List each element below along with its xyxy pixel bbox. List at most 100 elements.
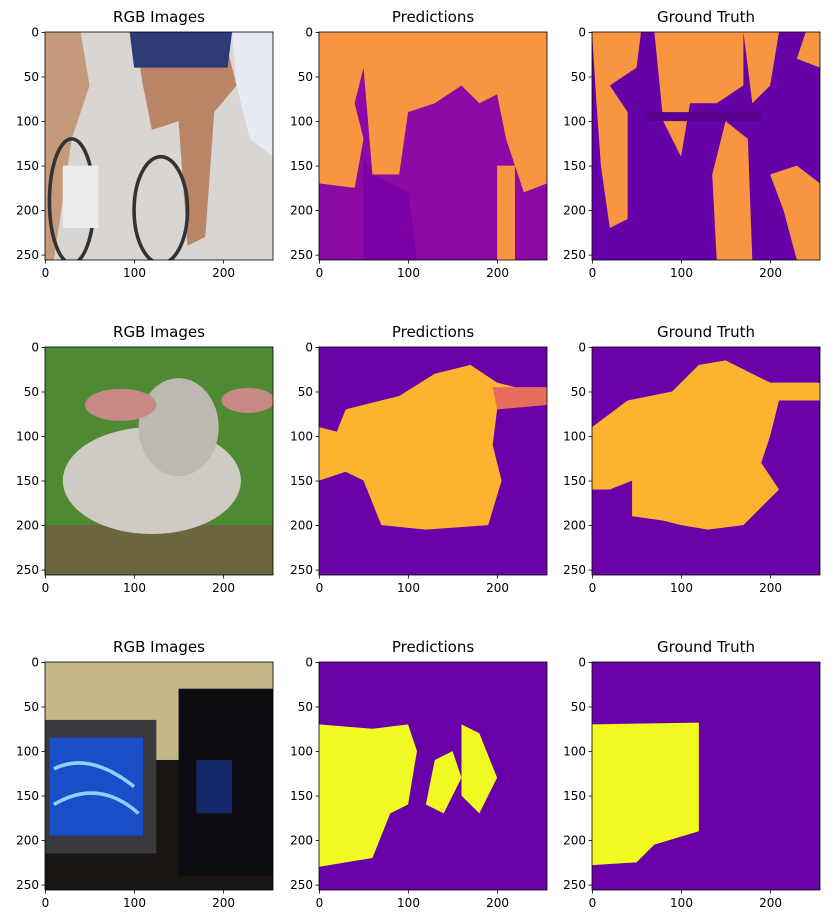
panel-title: Ground Truth [657, 8, 755, 26]
y-tick-label: 200 [290, 834, 313, 848]
y-tick-label: 150 [16, 474, 39, 488]
image-region [49, 737, 143, 836]
y-tick-label: 50 [24, 70, 39, 84]
panel: Predictions 0 100 200 0 50 100 150 200 250 [290, 638, 548, 910]
y-tick-label: 50 [24, 700, 39, 714]
y-tick-label: 150 [290, 789, 313, 803]
image-region [592, 722, 699, 866]
y-tick-label: 100 [290, 430, 313, 444]
image [592, 662, 820, 890]
y-tick-label: 0 [578, 25, 586, 39]
y-tick-label: 200 [290, 519, 313, 533]
image-region [138, 378, 219, 477]
y-tick-label: 250 [290, 878, 313, 892]
y-tick-label: 50 [571, 70, 586, 84]
panel-title: RGB Images [113, 323, 205, 341]
axes-frame [591, 346, 821, 576]
axes-frame [318, 346, 548, 576]
axes-frame [44, 346, 274, 576]
x-tick-label: 200 [486, 581, 509, 595]
y-tick-label: 0 [305, 655, 313, 669]
y-tick-label: 50 [24, 385, 39, 399]
y-tick-label: 0 [578, 340, 586, 354]
y-tick-label: 250 [290, 248, 313, 262]
image-region [770, 165, 820, 260]
x-tick-label: 0 [42, 896, 50, 910]
x-tick-label: 0 [316, 266, 324, 280]
image-region [132, 154, 190, 260]
image-region [129, 32, 233, 68]
x-tick-label: 200 [212, 896, 235, 910]
y-tick-label: 50 [571, 700, 586, 714]
panel: Predictions 0 100 200 0 50 100 150 200 250 [290, 323, 548, 595]
x-tick-label: 100 [397, 266, 420, 280]
x-tick-label: 100 [670, 266, 693, 280]
y-tick-label: 0 [305, 340, 313, 354]
image-content [592, 662, 820, 890]
y-tick-label: 250 [16, 563, 39, 577]
x-tick-label: 200 [759, 581, 782, 595]
axes-frame [318, 661, 548, 891]
panel-title: Ground Truth [657, 323, 755, 341]
image-region [592, 32, 641, 228]
image-region [592, 360, 820, 530]
x-tick-label: 0 [316, 581, 324, 595]
y-tick-label: 150 [290, 159, 313, 173]
x-tick-label: 100 [397, 896, 420, 910]
image-region [134, 32, 237, 246]
x-tick-label: 200 [486, 266, 509, 280]
panel: Ground Truth 0 100 200 0 50 100 150 200 250 [563, 638, 821, 910]
y-tick-label: 100 [290, 115, 313, 129]
axes-frame [591, 661, 821, 891]
image-region [645, 112, 762, 122]
x-tick-label: 100 [670, 581, 693, 595]
y-tick-label: 100 [16, 430, 39, 444]
image [45, 662, 273, 890]
image-content [319, 347, 547, 575]
x-tick-label: 200 [759, 266, 782, 280]
y-tick-label: 100 [16, 115, 39, 129]
panel-title: Predictions [392, 638, 475, 656]
x-tick-label: 0 [42, 266, 50, 280]
y-tick-label: 250 [16, 878, 39, 892]
image-content [319, 32, 547, 260]
y-tick-label: 150 [16, 159, 39, 173]
y-tick-label: 0 [31, 340, 39, 354]
image-content [45, 662, 273, 890]
y-tick-label: 250 [16, 248, 39, 262]
panel: RGB Images 0 100 200 0 50 100 150 200 250 [16, 323, 274, 595]
x-tick-label: 200 [212, 266, 235, 280]
y-tick-label: 250 [563, 248, 586, 262]
image-region [319, 724, 417, 867]
axes-frame [591, 31, 821, 261]
x-tick-label: 0 [42, 581, 50, 595]
y-tick-label: 100 [16, 745, 39, 759]
image-region [52, 761, 140, 815]
panel-title: Ground Truth [657, 638, 755, 656]
y-tick-label: 200 [16, 204, 39, 218]
y-tick-label: 0 [31, 25, 39, 39]
y-tick-label: 150 [290, 474, 313, 488]
y-tick-label: 200 [563, 204, 586, 218]
panel: RGB Images 0 100 200 0 50 100 150 200 250 [16, 638, 274, 910]
y-tick-label: 250 [563, 878, 586, 892]
y-tick-label: 200 [290, 204, 313, 218]
panel-title: Predictions [392, 8, 475, 26]
y-tick-label: 100 [563, 745, 586, 759]
image [319, 347, 547, 575]
image-region [654, 32, 744, 157]
x-tick-label: 0 [316, 896, 324, 910]
x-tick-label: 100 [670, 896, 693, 910]
y-tick-label: 150 [563, 789, 586, 803]
image-region [196, 759, 233, 814]
axes-frame [318, 31, 548, 261]
image-region [85, 388, 157, 421]
panel: Ground Truth 0 100 200 0 50 100 150 200 250 [563, 323, 821, 595]
x-tick-label: 100 [123, 896, 146, 910]
image [319, 32, 547, 260]
image-region [232, 32, 273, 157]
y-tick-label: 100 [290, 745, 313, 759]
panel-title: RGB Images [113, 8, 205, 26]
image-region [319, 364, 547, 530]
